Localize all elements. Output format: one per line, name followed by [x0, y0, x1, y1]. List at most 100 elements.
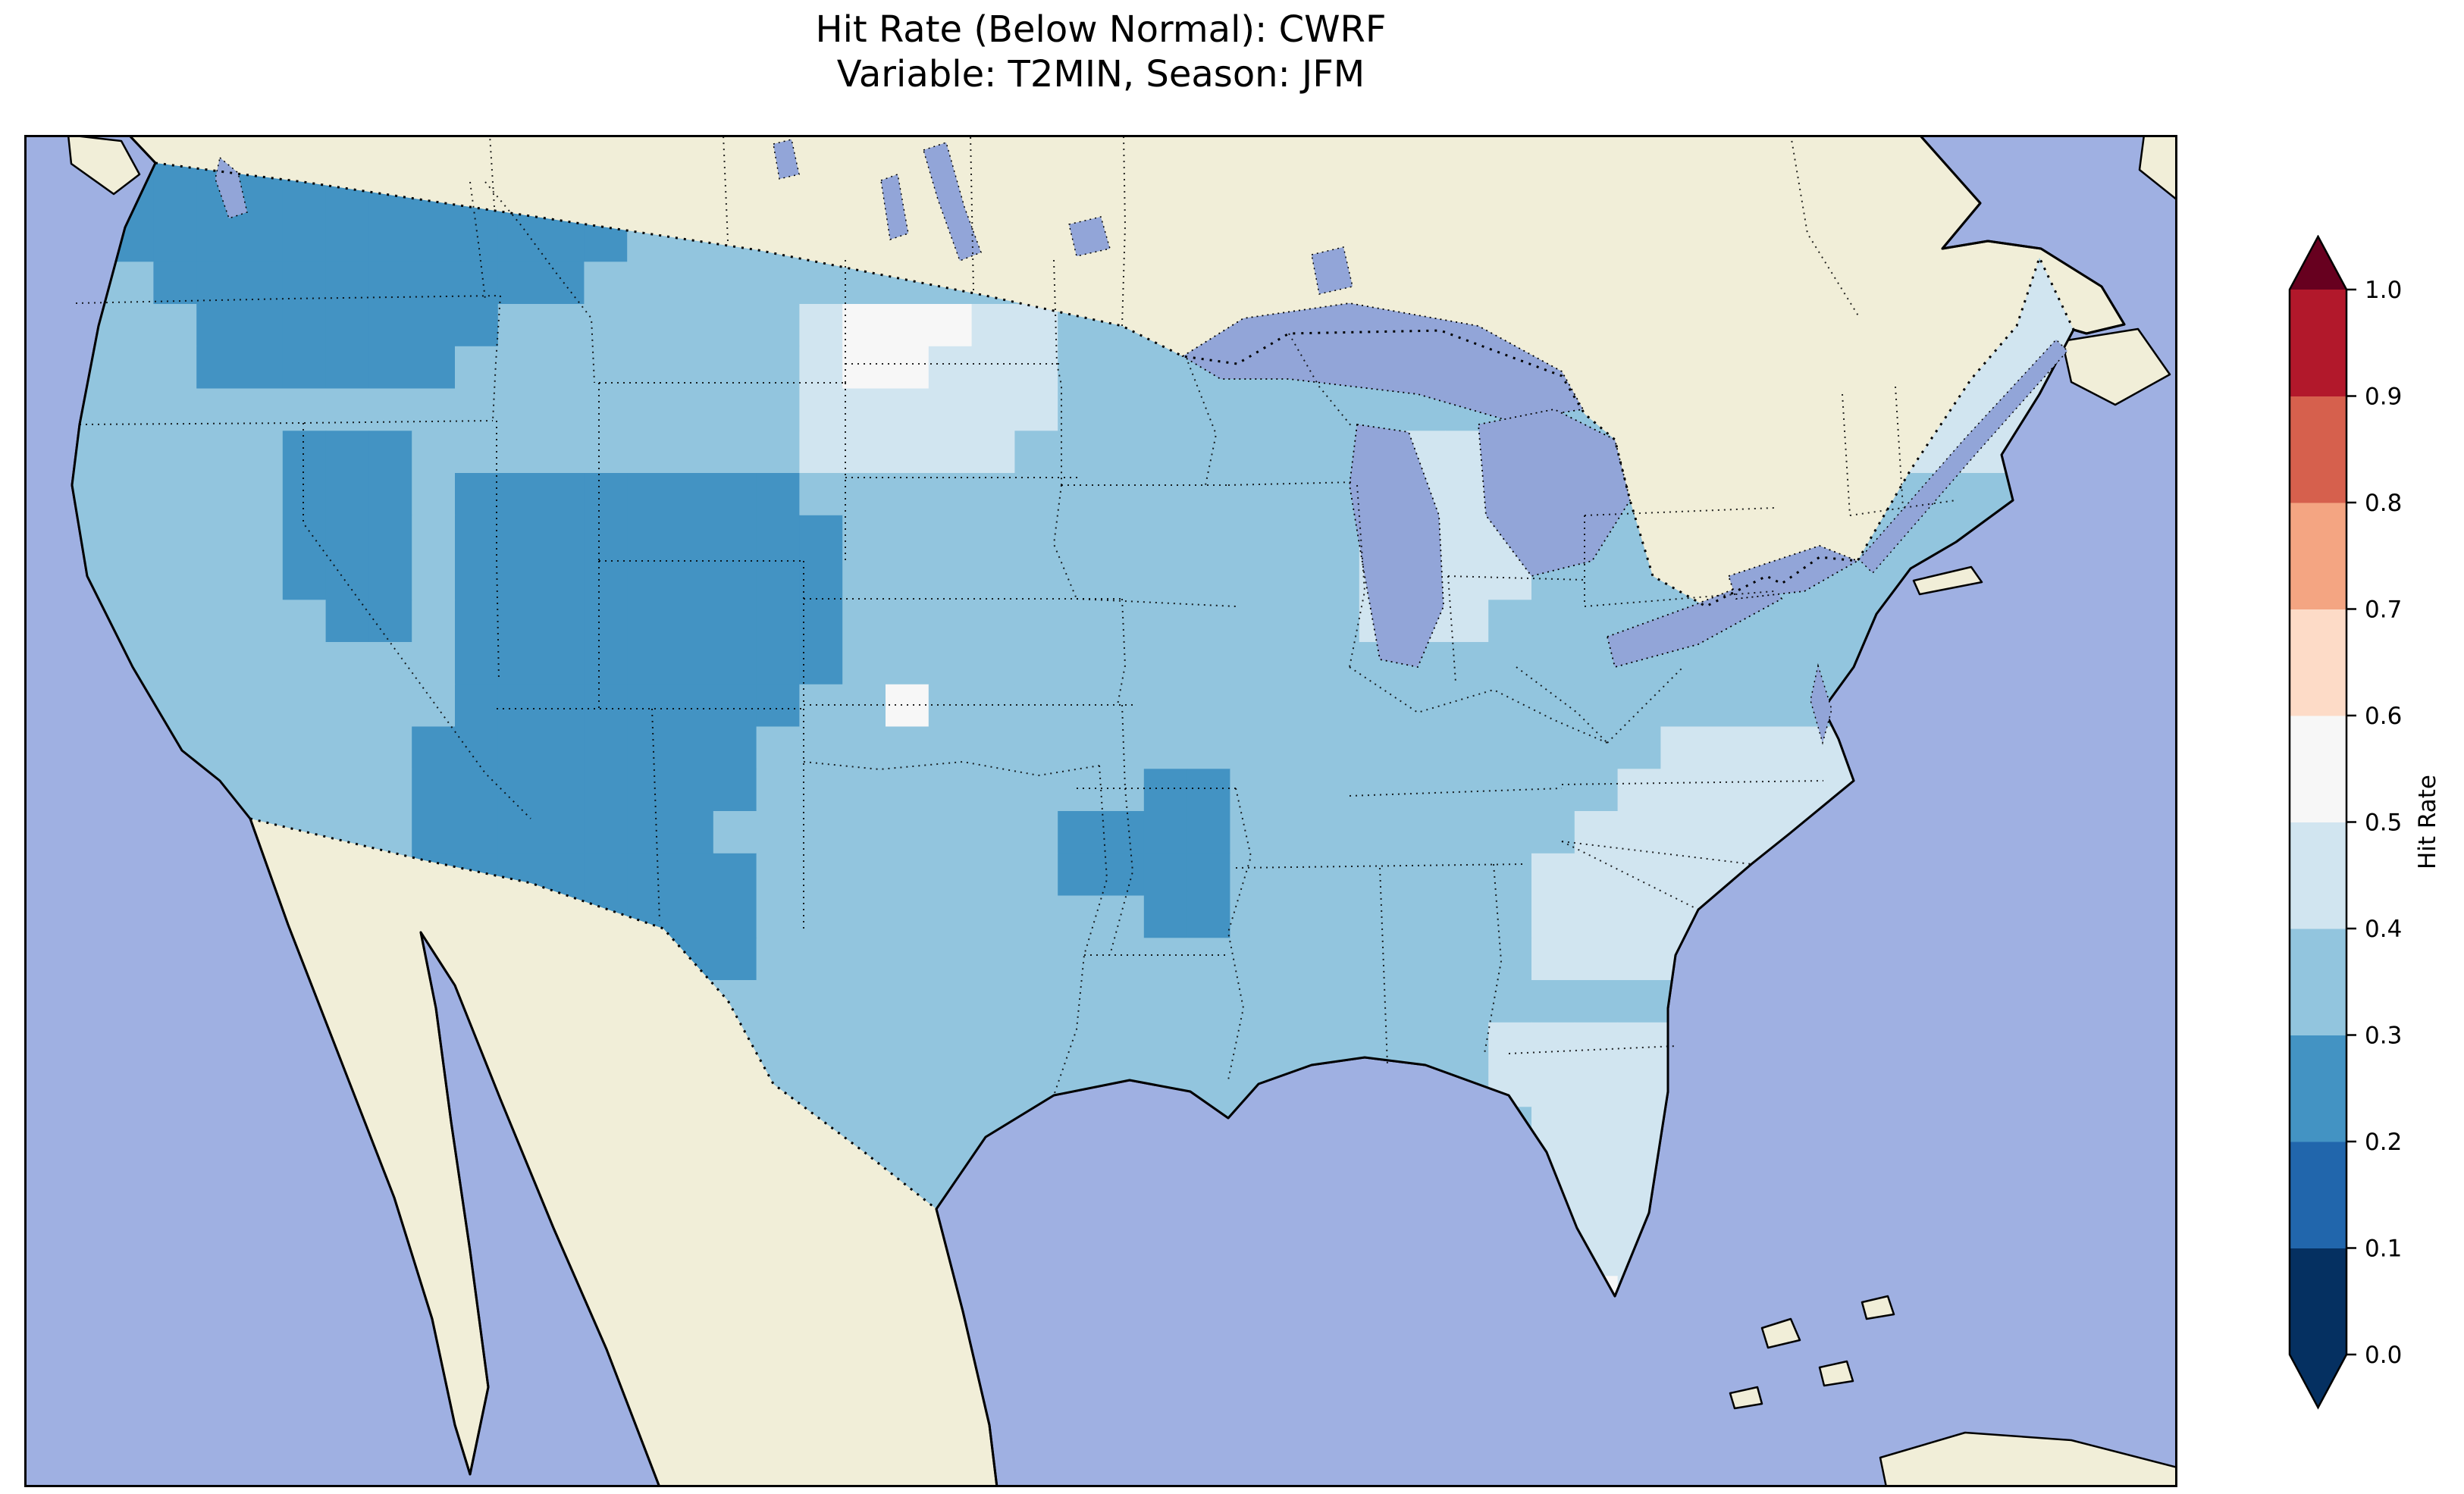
figure-title-line2: Variable: T2MIN, Season: JFM [836, 52, 1365, 96]
state-border [1561, 841, 1752, 865]
hit-rate-cell [1445, 811, 1489, 854]
hit-rate-cell [1402, 769, 1446, 812]
hit-rate-cell [412, 557, 456, 600]
island-landmass [2061, 327, 2171, 406]
hit-rate-cell [282, 473, 327, 516]
hit-rate-cell [412, 304, 456, 347]
hit-rate-cell [1574, 938, 1619, 981]
hit-rate-cell [325, 600, 369, 643]
great-lake [1606, 575, 1783, 669]
hit-rate-cell [455, 726, 499, 769]
hit-rate-cell [497, 346, 542, 390]
island-landmass [1861, 1295, 1895, 1320]
hit-rate-cell [1316, 515, 1360, 559]
hit-rate-cell [713, 346, 757, 390]
hit-rate-cell [1359, 726, 1403, 769]
hit-rate-cell [1101, 431, 1145, 474]
hit-rate-cell [799, 557, 843, 600]
hit-rate-cell [240, 684, 284, 728]
hit-rate-cell [1273, 473, 1317, 516]
hit-rate-cell [1402, 811, 1446, 854]
hit-rate-cell [1058, 980, 1102, 1023]
hit-rate-cell [1445, 853, 1489, 897]
hit-rate-cell [886, 769, 929, 812]
hit-rate-cell [713, 473, 757, 516]
hit-rate-cell [497, 219, 542, 262]
hit-rate-cell [886, 1107, 929, 1150]
hit-rate-cell [110, 262, 154, 305]
hit-rate-cell [1230, 557, 1274, 600]
hit-rate-cell [1704, 811, 1748, 854]
hit-rate-cell [1058, 684, 1102, 728]
hit-rate-cell [497, 515, 542, 559]
hit-rate-cell [1014, 346, 1058, 390]
hit-rate-cell [670, 895, 714, 938]
hit-rate-cell [1014, 853, 1058, 897]
hit-rate-cell [1316, 557, 1360, 600]
coastline [71, 135, 2126, 1487]
hit-rate-cell [971, 853, 1015, 897]
hit-rate-cell [455, 557, 499, 600]
hit-rate-cell [455, 600, 499, 643]
hit-rate-cell [1445, 600, 1489, 643]
hit-rate-cell [670, 769, 714, 812]
hit-rate-cell [153, 177, 197, 221]
hit-rate-cell [1445, 769, 1489, 812]
hit-rate-cell [886, 726, 929, 769]
hit-rate-cell [1143, 684, 1188, 728]
hit-rate-cell [1101, 811, 1145, 854]
hit-rate-cell [153, 346, 197, 390]
hit-rate-cell [497, 726, 542, 769]
hit-rate-cell [1273, 980, 1317, 1023]
hit-rate-cell [756, 388, 800, 431]
hit-rate-cell [756, 346, 800, 390]
hit-rate-cell [368, 726, 412, 769]
hit-rate-cell [971, 1022, 1015, 1066]
hit-rate-cell [1143, 557, 1188, 600]
hit-rate-cell [1187, 557, 1230, 600]
hit-rate-cell [886, 515, 929, 559]
lake [1857, 338, 2069, 575]
hit-rate-cell [153, 304, 197, 347]
hit-rate-cell [1014, 811, 1058, 854]
hit-rate-cell [1445, 557, 1489, 600]
hit-rate-cell [1531, 600, 1575, 643]
hit-rate-cell [756, 1022, 800, 1066]
state-border [1379, 867, 1388, 1066]
hit-rate-cell [412, 600, 456, 643]
hit-rate-cell [1014, 726, 1058, 769]
hit-rate-cell [541, 557, 585, 600]
hit-rate-cell [1187, 769, 1230, 812]
hit-rate-cell [240, 600, 284, 643]
hit-rate-cell [1445, 938, 1489, 981]
hit-rate-cell [1574, 895, 1619, 938]
colorbar: 0.0 0.1 0.2 0.3 0.4 0.5 0.6 0.7 0.8 0.9 1.0 Hit Ra… [2274, 234, 2464, 1433]
hit-rate-cell [1187, 600, 1230, 643]
hit-rate-cell [1402, 853, 1446, 897]
hit-rate-cell [368, 684, 412, 728]
hit-rate-cell [541, 388, 585, 431]
hit-rate-cell [153, 473, 197, 516]
hit-rate-cell [1058, 388, 1102, 431]
hit-rate-cell [670, 515, 714, 559]
island-landmass [1729, 1386, 1763, 1410]
hit-rate-cell [799, 853, 843, 897]
hit-rate-cell [153, 262, 197, 305]
hit-rate-cell [325, 304, 369, 347]
island-landmass [2138, 135, 2177, 202]
hit-rate-cell [842, 473, 886, 516]
hit-rate-cell [1574, 1022, 1619, 1066]
hit-rate-cell [1531, 811, 1575, 854]
hit-rate-cell [1058, 600, 1102, 643]
hit-rate-cell [1359, 769, 1403, 812]
hit-rate-cell [282, 769, 327, 812]
hit-rate-cell [756, 557, 800, 600]
hit-rate-cell [1445, 980, 1489, 1023]
hit-rate-cell [971, 557, 1015, 600]
hit-rate-cell [1101, 769, 1145, 812]
hit-rate-cell [842, 515, 886, 559]
hit-rate-cell [1014, 895, 1058, 938]
hit-rate-cell [713, 938, 757, 981]
hit-rate-cell [1273, 726, 1317, 769]
hit-rate-cell [627, 853, 671, 897]
